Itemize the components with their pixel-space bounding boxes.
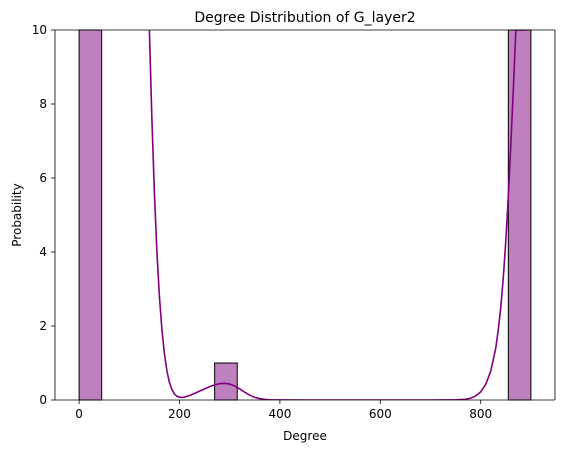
x-axis-label: Degree: [283, 429, 327, 443]
x-tick-label: 400: [268, 407, 291, 421]
chart-title: Degree Distribution of G_layer2: [194, 10, 415, 26]
histogram-bars: [78, 29, 532, 401]
histogram-bar: [78, 29, 103, 401]
y-tick-label: 6: [39, 171, 47, 185]
ticks: 0 200 400 600 800 0 2 4 6 8 10: [32, 23, 492, 421]
y-tick-label: 4: [39, 245, 47, 259]
kde-curve-layer: [148, 30, 526, 400]
histogram-bar: [507, 29, 532, 401]
axes: [54, 29, 556, 401]
kde-curve: [148, 30, 526, 400]
y-axis-label: Probability: [10, 183, 24, 246]
y-tick-label: 0: [39, 393, 47, 407]
x-tick-label: 600: [369, 407, 392, 421]
y-tick-label: 10: [32, 23, 47, 37]
y-tick-label: 8: [39, 97, 47, 111]
histogram-bar: [214, 362, 238, 401]
x-tick-label: 800: [469, 407, 492, 421]
y-tick-label: 2: [39, 319, 47, 333]
x-tick-label: 0: [75, 407, 83, 421]
x-tick-label: 200: [168, 407, 191, 421]
